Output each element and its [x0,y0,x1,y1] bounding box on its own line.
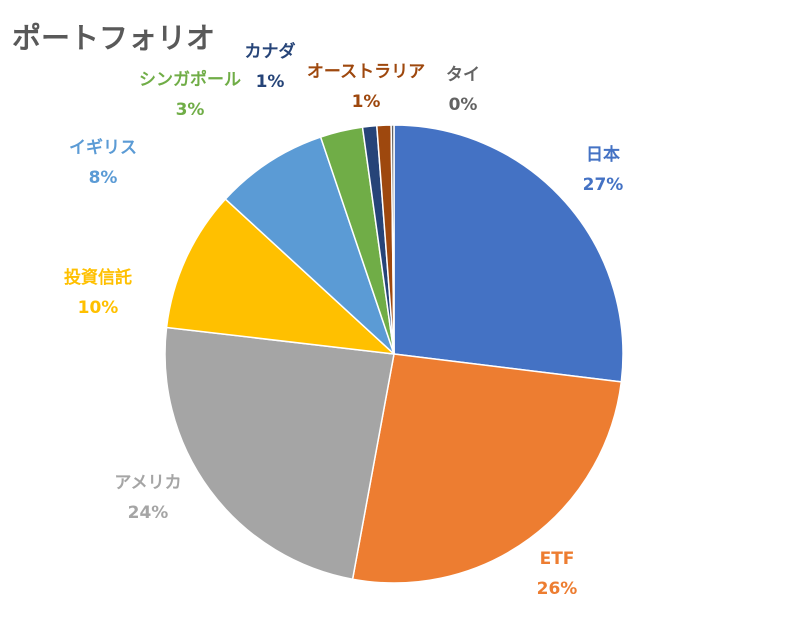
data-label-value-0: 27% [583,175,624,195]
pie-slice-3 [165,198,395,355]
pie-slice-0 [393,124,624,383]
data-label-value-6: 1% [256,72,285,92]
data-label-value-3: 10% [78,298,119,318]
pie-slice-1 [351,353,623,584]
pie-slice-4 [224,136,395,355]
data-label-value-2: 24% [128,503,169,523]
pie-slice-2 [164,326,395,580]
chart-title: ポートフォリオ [12,21,215,55]
data-label-name-2: アメリカ [114,473,181,493]
data-label-name-5: シンガポール [139,69,241,90]
data-label-value-5: 3% [176,100,205,120]
data-label-value-1: 26% [537,579,578,599]
data-label-name-7: オーストラリア [307,62,425,82]
data-label-name-1: ETF [540,549,575,569]
pie-slice-8 [390,124,395,355]
data-label-name-3: 投資信託 [64,267,132,288]
data-label-value-7: 1% [352,92,381,112]
data-label-name-0: 日本 [586,144,620,165]
data-label-name-6: カナダ [245,41,296,62]
pie-slices [164,124,624,584]
data-label-name-8: タイ [446,65,480,85]
data-label-value-4: 8% [89,168,118,188]
data-label-name-4: イギリス [69,138,137,158]
data-label-value-8: 0% [449,95,478,115]
data-labels: 日本 27% ETF 26% アメリカ 24% 投資信託 10% イギリス 8% シンガポール 3% カ… [64,41,623,599]
